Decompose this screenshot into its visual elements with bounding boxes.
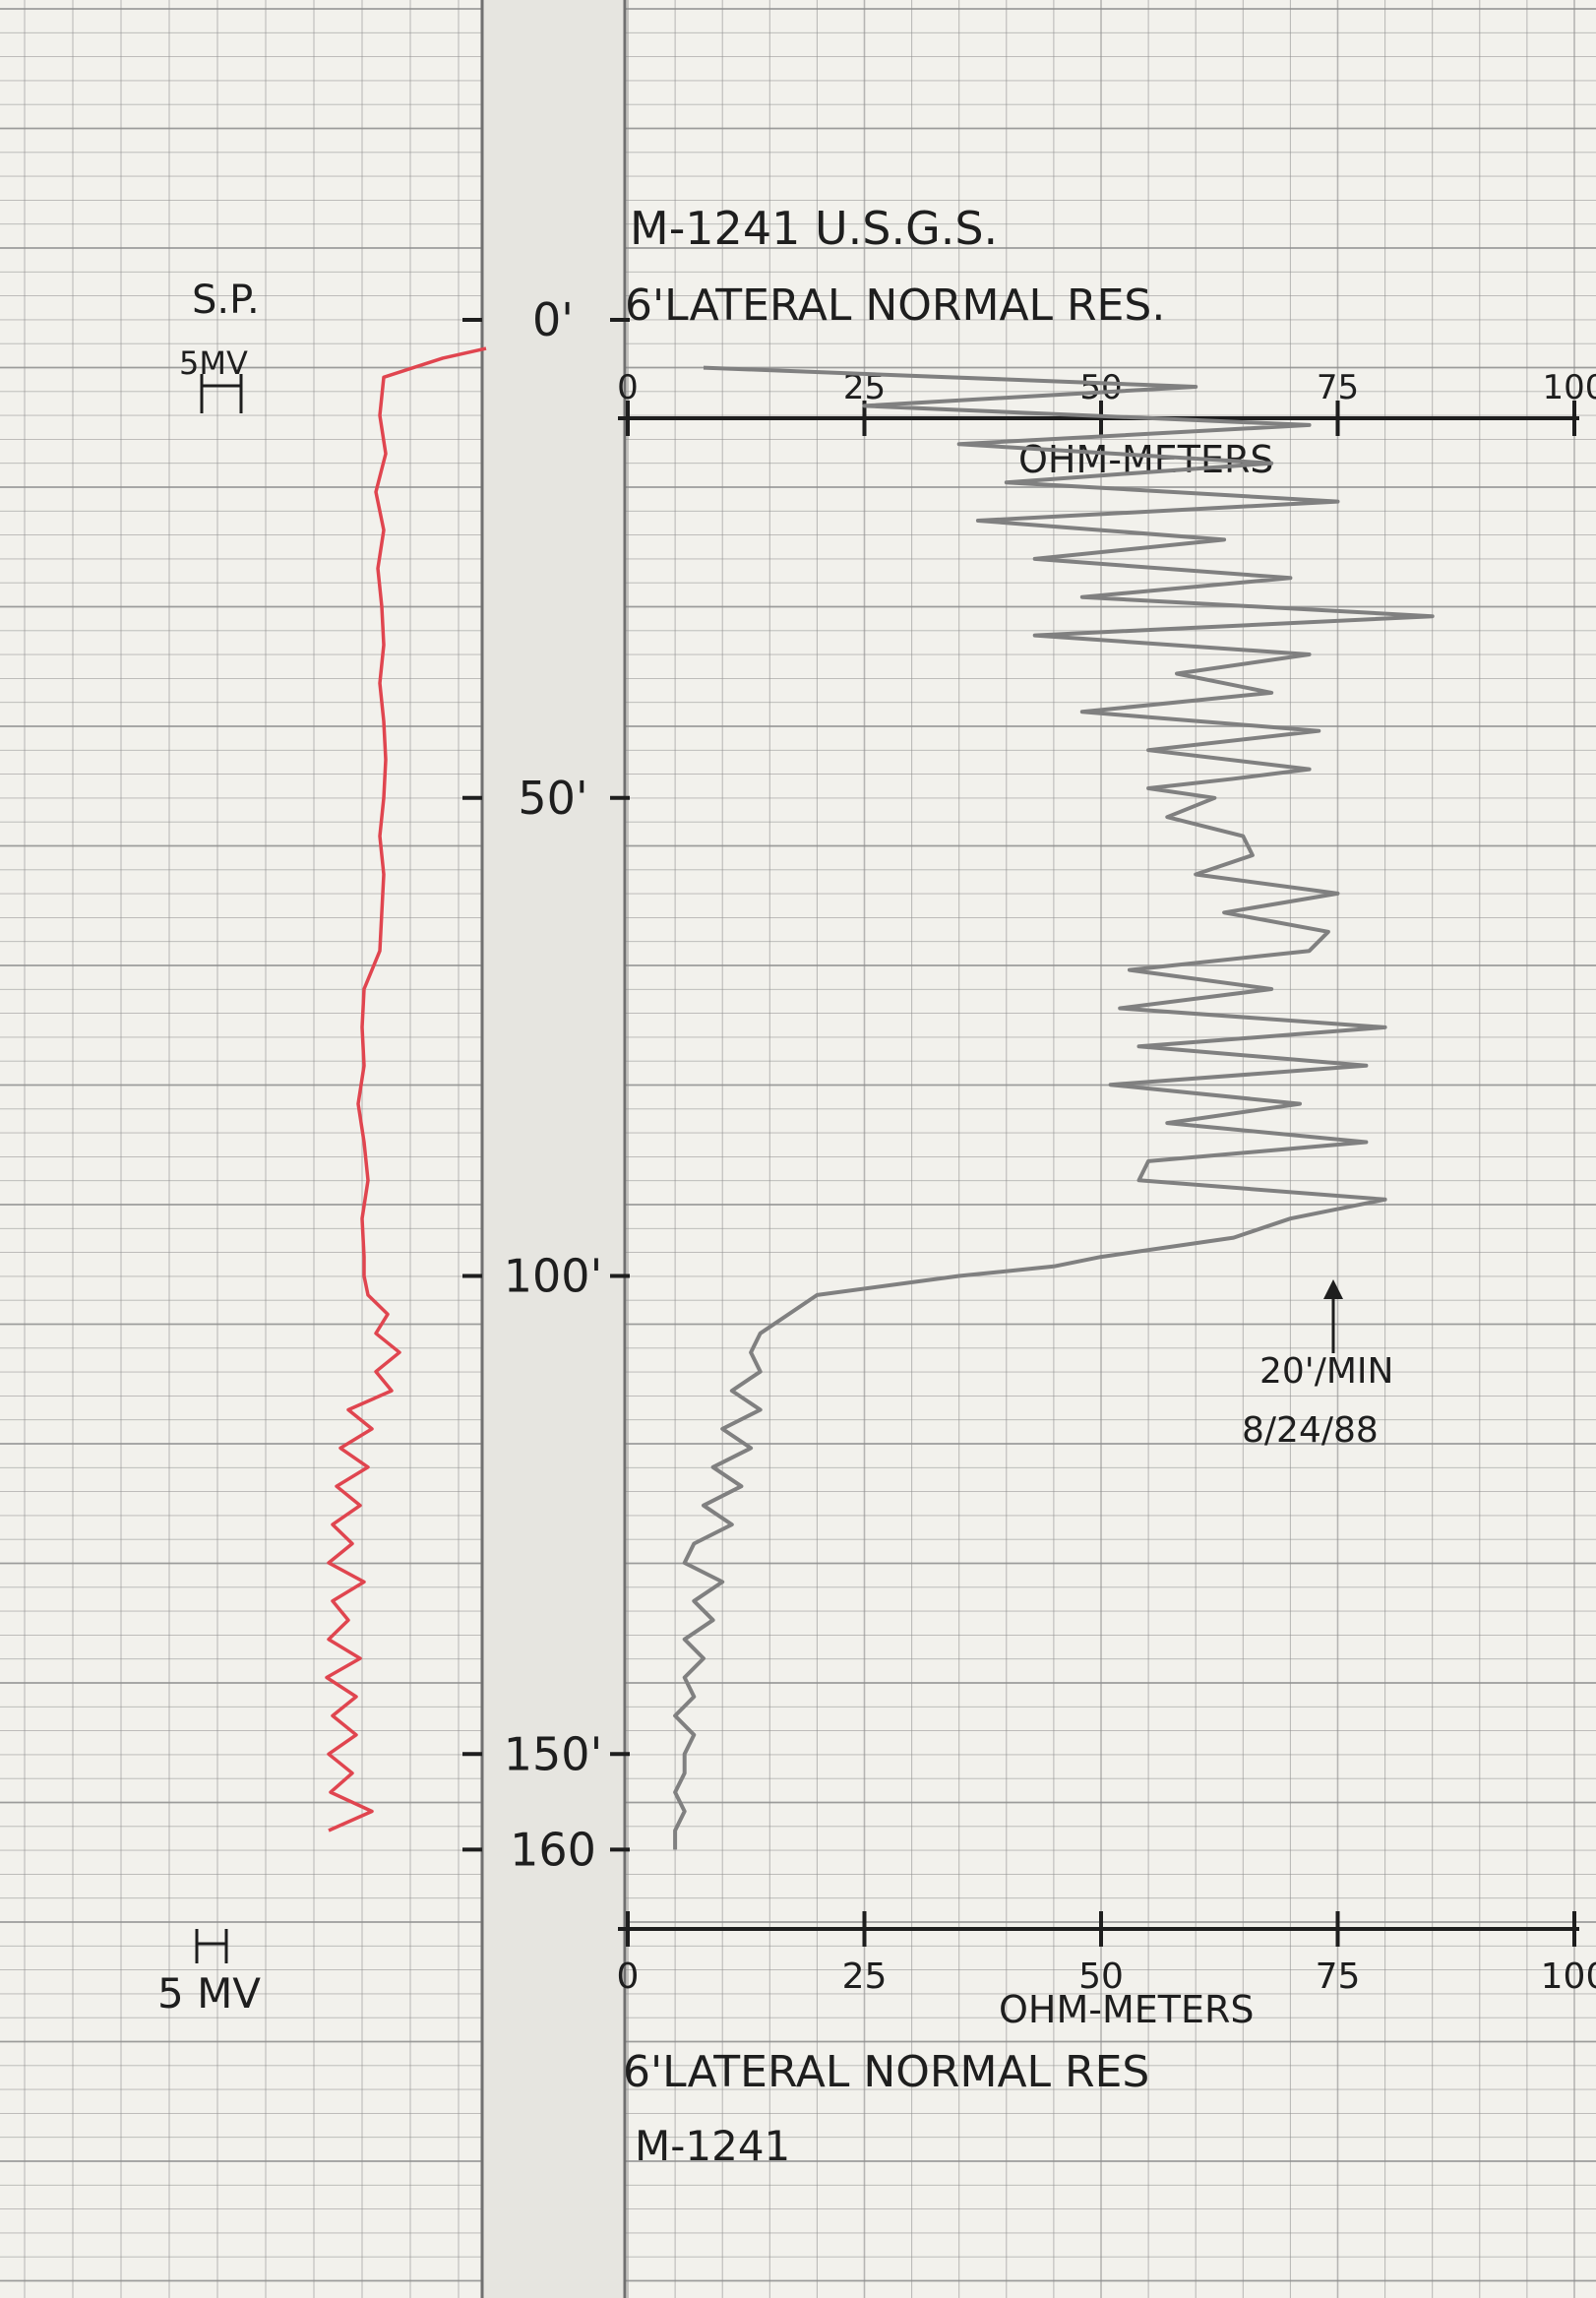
axis-tick-label: 50 <box>1079 368 1122 407</box>
ohm-label-bottom: OHM-METERS <box>999 1988 1255 2031</box>
depth-scale: 0' 50' 100' 150' 160 <box>462 293 630 1876</box>
sp-label: S.P. <box>192 278 260 323</box>
depth-label: 160 <box>510 1823 596 1876</box>
axis-tick-label: 25 <box>842 1956 888 1997</box>
speed-marker-arrow-head <box>1323 1279 1343 1299</box>
logging-speed-note: 20'/MIN <box>1259 1351 1393 1392</box>
axis-tick-label: 75 <box>1317 368 1359 407</box>
depth-label: 0' <box>532 293 574 346</box>
sp-curve <box>325 346 487 1832</box>
curve-title-header: 6'LATERAL NORMAL RES. <box>625 280 1165 331</box>
axis-tick-label: 100 <box>1541 1956 1596 1997</box>
depth-label: 150' <box>504 1727 602 1780</box>
logging-date-note: 8/24/88 <box>1242 1410 1379 1451</box>
footer-well-id: M-1241 <box>635 2122 790 2170</box>
axis-tick-label: 0 <box>617 368 639 407</box>
sp-scale-top-label: 5MV <box>179 344 248 382</box>
well-id-header: M-1241 U.S.G.S. <box>630 202 998 255</box>
depth-label: 100' <box>504 1250 602 1303</box>
footer-curve-title: 6'LATERAL NORMAL RES <box>623 2047 1149 2097</box>
resistivity-curve <box>673 365 1435 1850</box>
resistivity-track-grid <box>625 0 1596 2298</box>
depth-label: 50' <box>518 772 587 825</box>
depth-track <box>482 0 625 2298</box>
ohm-axis-bottom: 0 25 50 75 100 <box>617 1911 1596 1997</box>
axis-tick-label: 50 <box>1078 1956 1124 1997</box>
axis-tick-label: 100 <box>1543 368 1596 407</box>
axis-tick-label: 75 <box>1316 1956 1361 1997</box>
sp-scale-bottom-label: 5 MV <box>157 1969 261 2018</box>
sp-track-grid <box>0 0 482 2298</box>
axis-tick-label: 0 <box>617 1956 640 1997</box>
resistivity-track-paper <box>625 0 1596 2298</box>
